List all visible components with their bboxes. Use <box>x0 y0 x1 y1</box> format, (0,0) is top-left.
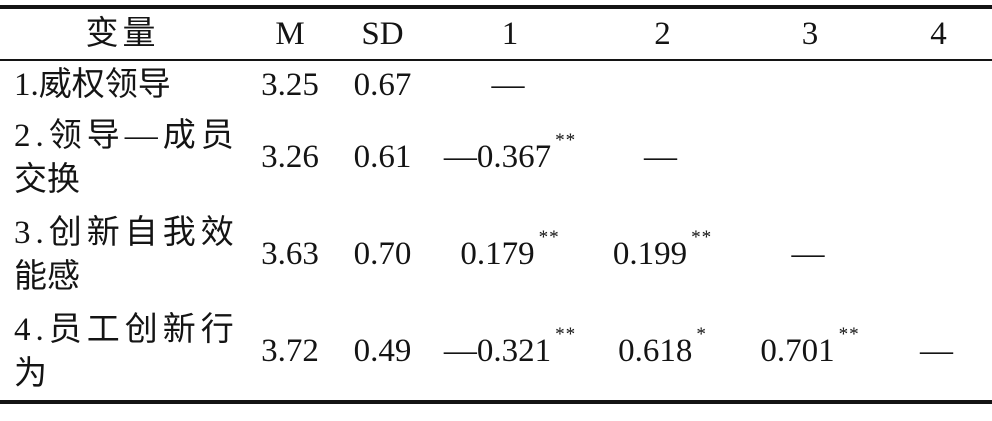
corr-cell-4 <box>885 206 992 303</box>
variable-label-cell: 3.创新自我效 能感 <box>0 206 245 303</box>
corr-cell-1: 0.179 ** <box>430 206 590 303</box>
variable-label-cell: 4.员工创新行 为 <box>0 303 245 402</box>
header-variable: 变量 <box>0 7 245 61</box>
corr-value: — <box>791 236 825 273</box>
variable-label-line2: 为 <box>14 355 47 392</box>
corr-cell-3 <box>735 109 885 206</box>
corr-cell-4 <box>885 109 992 206</box>
corr-cell-4: — <box>885 303 992 402</box>
header-mean: M <box>245 7 335 61</box>
table-header-row: 变量 M SD 1 2 3 4 <box>0 7 992 61</box>
significance-marker: ** <box>538 227 560 249</box>
corr-cell-2 <box>590 60 735 109</box>
table-row-authoritarian-leadership: 1.威权领导 3.25 0.67 — <box>0 60 992 109</box>
table-row-employee-innovation-behavior: 4.员工创新行 为 3.72 0.49 —0.321 ** 0.618 * 0.70… <box>0 303 992 402</box>
variable-label-line1: 4.员工创新行 <box>14 311 239 348</box>
mean-cell: 3.72 <box>261 333 319 370</box>
sd-cell: 0.70 <box>353 236 412 273</box>
variable-label-cell: 1.威权领导 <box>0 60 245 109</box>
sd-cell: 0.61 <box>353 139 412 176</box>
variable-label-line1: 1.威权领导 <box>14 67 171 103</box>
table-row-innovation-self-efficacy: 3.创新自我效 能感 3.63 0.70 0.179 ** 0.199 ** — <box>0 206 992 303</box>
variable-label-line1: 3.创新自我效 <box>14 214 239 251</box>
table-row-leader-member-exchange: 2.领导—成员 交换 3.26 0.61 —0.367 ** — <box>0 109 992 206</box>
significance-marker: ** <box>838 324 860 346</box>
significance-marker: ** <box>555 324 577 346</box>
header-col-4: 4 <box>885 7 992 61</box>
mean-cell: 3.63 <box>261 236 319 273</box>
corr-value: — <box>491 66 525 103</box>
corr-cell-2: 0.199 ** <box>590 206 735 303</box>
significance-marker: * <box>696 324 707 346</box>
variable-label-line2: 能感 <box>14 258 80 295</box>
corr-cell-3: — <box>735 206 885 303</box>
corr-value: 0.199 <box>612 236 688 273</box>
corr-value: —0.321 <box>443 333 552 370</box>
correlation-table: 变量 M SD 1 2 3 4 1.威权领导 3.25 0.67 — <box>0 5 992 404</box>
corr-cell-1: —0.321 ** <box>430 303 590 402</box>
variable-label-line1: 2.领导—成员 <box>14 117 239 154</box>
sd-cell: 0.67 <box>353 66 412 103</box>
header-col-2: 2 <box>590 7 735 61</box>
corr-value: 0.179 <box>460 236 535 273</box>
corr-value: —0.367 <box>443 139 552 176</box>
corr-value: — <box>920 333 953 370</box>
corr-value: 0.701 <box>760 333 835 370</box>
header-col-3: 3 <box>735 7 885 61</box>
corr-cell-2: — <box>590 109 735 206</box>
correlation-table-wrapper: 变量 M SD 1 2 3 4 1.威权领导 3.25 0.67 — <box>0 5 992 404</box>
header-sd: SD <box>335 7 430 61</box>
header-col-1: 1 <box>430 7 590 61</box>
corr-cell-3 <box>735 60 885 109</box>
corr-cell-4 <box>885 60 992 109</box>
corr-value: — <box>644 139 677 176</box>
variable-label-line2: 交换 <box>14 161 80 198</box>
mean-cell: 3.25 <box>261 66 319 103</box>
corr-cell-3: 0.701 ** <box>735 303 885 402</box>
significance-marker: ** <box>691 227 713 249</box>
variable-label-cell: 2.领导—成员 交换 <box>0 109 245 206</box>
corr-cell-1: —0.367 ** <box>430 109 590 206</box>
corr-cell-1: — <box>430 60 590 109</box>
significance-marker: ** <box>555 130 577 152</box>
corr-value: 0.618 <box>618 333 693 370</box>
corr-cell-2: 0.618 * <box>590 303 735 402</box>
sd-cell: 0.49 <box>353 333 412 370</box>
mean-cell: 3.26 <box>261 139 319 176</box>
